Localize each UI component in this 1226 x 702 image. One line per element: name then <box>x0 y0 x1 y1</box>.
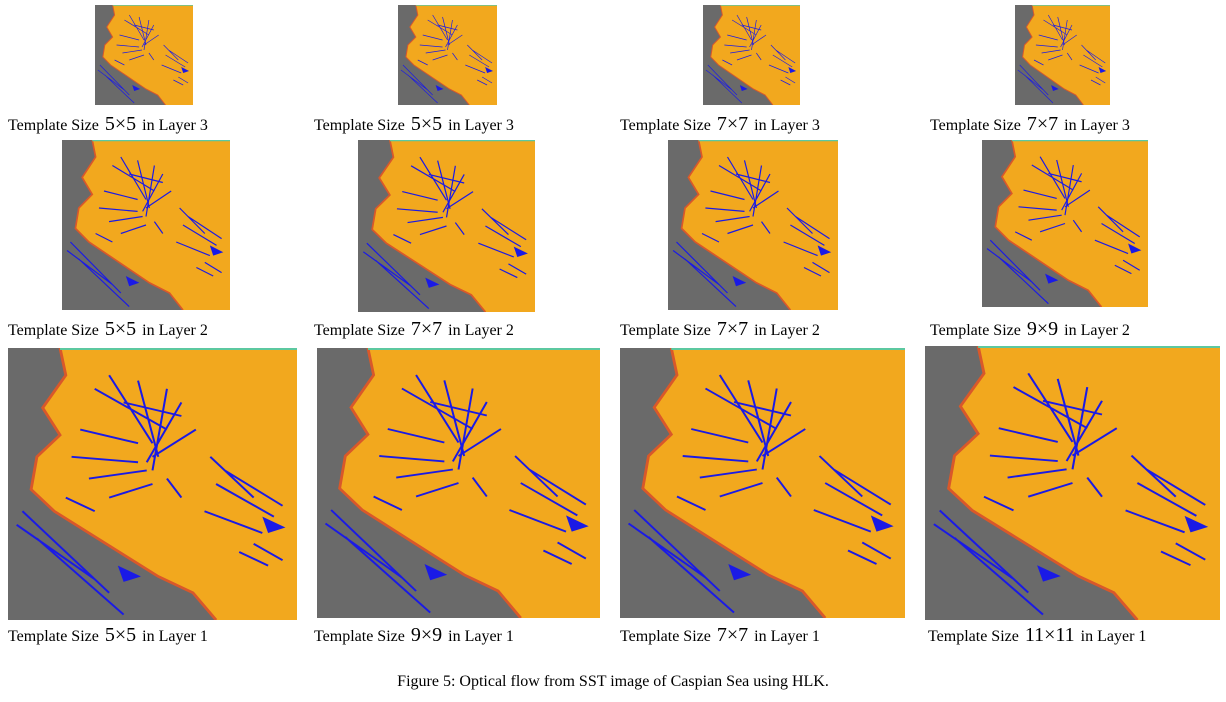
panel-caption: Template Size 9×9 in Layer 1 <box>314 624 514 647</box>
caption-suffix: in Layer 1 <box>1081 628 1147 645</box>
caption-suffix: in Layer 1 <box>142 628 208 645</box>
panel-caption: Template Size 11×11 in Layer 1 <box>928 624 1146 647</box>
caption-prefix: Template Size <box>314 322 405 339</box>
flow-image <box>620 348 905 618</box>
caption-prefix: Template Size <box>620 628 711 645</box>
flow-image <box>358 140 535 312</box>
panel-caption: Template Size 7×7 in Layer 2 <box>314 318 514 341</box>
figure: Figure 5: Optical flow from SST image of… <box>0 0 1226 702</box>
panel-caption: Template Size 9×9 in Layer 2 <box>930 318 1130 341</box>
caption-prefix: Template Size <box>8 322 99 339</box>
caption-suffix: in Layer 2 <box>1064 322 1130 339</box>
caption-suffix: in Layer 1 <box>754 628 820 645</box>
panel-caption: Template Size 7×7 in Layer 2 <box>620 318 820 341</box>
caption-prefix: Template Size <box>314 628 405 645</box>
flow-image <box>317 348 600 618</box>
figure-caption: Figure 5: Optical flow from SST image of… <box>0 673 1226 691</box>
caption-suffix: in Layer 2 <box>754 322 820 339</box>
flow-image <box>1015 5 1110 105</box>
caption-prefix: Template Size <box>930 117 1021 134</box>
caption-size: 9×9 <box>1027 318 1058 340</box>
flow-image <box>703 5 800 105</box>
panel-caption: Template Size 5×5 in Layer 2 <box>8 318 208 341</box>
panel-caption: Template Size 5×5 in Layer 3 <box>8 113 208 136</box>
flow-image <box>925 346 1220 620</box>
panel-caption: Template Size 7×7 in Layer 3 <box>930 113 1130 136</box>
panel-caption: Template Size 5×5 in Layer 1 <box>8 624 208 647</box>
caption-prefix: Template Size <box>620 322 711 339</box>
caption-prefix: Template Size <box>8 628 99 645</box>
panel-caption: Template Size 5×5 in Layer 3 <box>314 113 514 136</box>
caption-size: 7×7 <box>717 318 748 340</box>
caption-size: 7×7 <box>717 113 748 135</box>
caption-size: 5×5 <box>105 624 136 646</box>
flow-image <box>398 5 497 105</box>
panel-caption: Template Size 7×7 in Layer 1 <box>620 624 820 647</box>
caption-suffix: in Layer 1 <box>448 628 514 645</box>
caption-suffix: in Layer 3 <box>754 117 820 134</box>
caption-size: 7×7 <box>1027 113 1058 135</box>
caption-suffix: in Layer 2 <box>142 322 208 339</box>
caption-suffix: in Layer 3 <box>448 117 514 134</box>
flow-image <box>668 140 838 310</box>
caption-size: 7×7 <box>411 318 442 340</box>
caption-size: 5×5 <box>105 318 136 340</box>
caption-suffix: in Layer 3 <box>142 117 208 134</box>
caption-size: 7×7 <box>717 624 748 646</box>
caption-suffix: in Layer 3 <box>1064 117 1130 134</box>
caption-size: 9×9 <box>411 624 442 646</box>
caption-prefix: Template Size <box>314 117 405 134</box>
caption-prefix: Template Size <box>620 117 711 134</box>
caption-prefix: Template Size <box>928 628 1019 645</box>
caption-size: 11×11 <box>1025 624 1075 646</box>
caption-prefix: Template Size <box>8 117 99 134</box>
caption-suffix: in Layer 2 <box>448 322 514 339</box>
caption-size: 5×5 <box>411 113 442 135</box>
panel-caption: Template Size 7×7 in Layer 3 <box>620 113 820 136</box>
flow-image <box>62 140 230 310</box>
flow-image <box>982 140 1148 307</box>
caption-size: 5×5 <box>105 113 136 135</box>
caption-prefix: Template Size <box>930 322 1021 339</box>
flow-image <box>8 348 297 620</box>
flow-image <box>95 5 193 105</box>
